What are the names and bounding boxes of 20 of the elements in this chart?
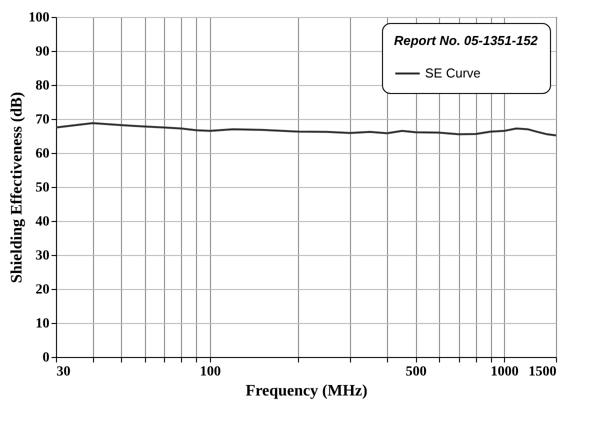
y-tick-label: 100 (28, 10, 50, 26)
y-tick-label: 90 (36, 44, 50, 60)
y-tick-label: 60 (36, 146, 50, 162)
y-tick-label: 70 (36, 112, 50, 128)
y-axis-title: Shielding Effectiveness (dB) (8, 92, 26, 284)
x-tick-label: 500 (406, 364, 427, 380)
y-tick-label: 80 (36, 78, 50, 94)
y-tick-label: 30 (36, 248, 50, 264)
x-tick-label: 100 (200, 364, 221, 380)
x-tick-label: 1500 (528, 364, 556, 380)
y-tick-label: 20 (36, 282, 50, 298)
x-axis-title: Frequency (MHz) (246, 382, 368, 400)
y-tick-label: 10 (36, 316, 50, 332)
y-tick-label: 50 (36, 180, 50, 196)
y-tick-label: 40 (36, 214, 50, 230)
legend-label: SE Curve (425, 66, 481, 80)
y-tick-label: 0 (42, 350, 50, 366)
legend-title: Report No. 05-1351-152 (394, 33, 539, 48)
x-tick-label: 1000 (490, 364, 519, 380)
x-tick-label: 30 (56, 364, 70, 380)
